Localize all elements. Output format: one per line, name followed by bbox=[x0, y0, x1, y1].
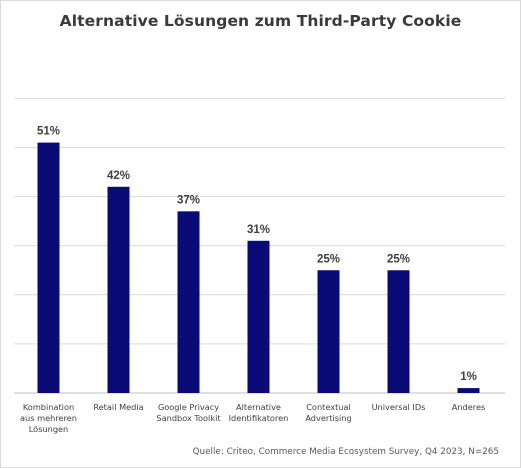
bar bbox=[247, 240, 270, 393]
category-label: Anderes bbox=[452, 402, 486, 412]
category-label: Kombination aus mehreren Lösungen bbox=[20, 402, 77, 434]
data-label: 25% bbox=[317, 253, 340, 265]
bar bbox=[457, 388, 480, 393]
bar bbox=[37, 142, 60, 393]
data-label: 37% bbox=[177, 194, 200, 206]
value-labels: 51% 42% 37% 31% 25% 25% 1% bbox=[37, 126, 477, 384]
data-label: 1% bbox=[460, 371, 477, 383]
bar bbox=[387, 270, 410, 393]
data-label: 42% bbox=[107, 170, 130, 182]
source-note: Quelle: Criteo, Commerce Media Ecosystem… bbox=[192, 447, 499, 457]
category-label-line: Anderes bbox=[452, 402, 486, 412]
bars bbox=[37, 142, 480, 393]
category-label-line: Advertising bbox=[305, 413, 351, 423]
category-label-line: Alternative bbox=[236, 402, 281, 412]
category-label-line: Retail Media bbox=[93, 402, 143, 412]
category-label-line: Sandbox Toolkit bbox=[156, 413, 221, 423]
category-label-line: Google Privacy bbox=[158, 402, 219, 412]
data-label: 51% bbox=[37, 126, 60, 138]
category-label-line: Universal IDs bbox=[372, 402, 426, 412]
category-label-line: aus mehreren bbox=[20, 413, 77, 423]
bar bbox=[317, 270, 340, 393]
data-label: 25% bbox=[387, 253, 410, 265]
category-label: Universal IDs bbox=[372, 402, 426, 412]
category-label-line: Lösungen bbox=[29, 424, 69, 434]
category-label: Google Privacy Sandbox Toolkit bbox=[156, 402, 221, 423]
category-label: Retail Media bbox=[93, 402, 143, 412]
bar bbox=[177, 211, 200, 393]
chart-title: Alternative Lösungen zum Third-Party Coo… bbox=[59, 12, 462, 30]
bar bbox=[107, 186, 130, 393]
category-label: Alternative Identifikatoren bbox=[229, 402, 289, 423]
category-label: Contextual Advertising bbox=[305, 402, 351, 423]
data-label: 31% bbox=[247, 224, 270, 236]
category-label-line: Kombination bbox=[23, 402, 74, 412]
category-labels: Kombination aus mehreren Lösungen Retail Me… bbox=[20, 402, 485, 434]
category-label-line: Identifikatoren bbox=[229, 413, 289, 423]
category-label-line: Contextual bbox=[306, 402, 351, 412]
